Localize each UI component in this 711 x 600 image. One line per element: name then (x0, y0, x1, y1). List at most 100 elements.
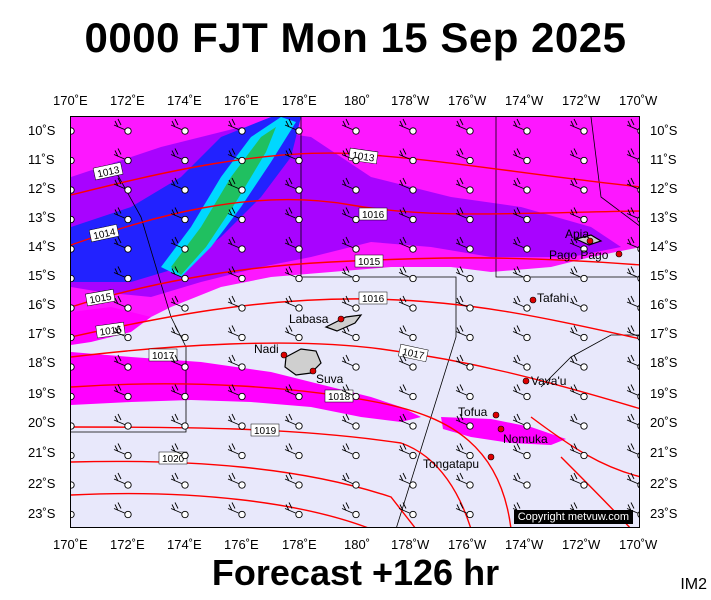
wind-barb (512, 354, 531, 371)
wind-barb (71, 481, 75, 489)
isobar-line (71, 342, 639, 410)
lat-label: 18˚S (650, 355, 678, 370)
wind-barb (398, 472, 417, 489)
lat-label: 10˚S (28, 123, 56, 138)
wind-barb (455, 118, 474, 135)
lon-label: 178˚W (391, 93, 430, 108)
wind-barb (569, 472, 588, 489)
place-markers (280, 237, 623, 461)
wind-barb (398, 384, 417, 401)
wind-barb (455, 325, 474, 342)
lat-label: 16˚S (650, 297, 678, 312)
lon-label: 176˚W (448, 93, 487, 108)
lon-label: 174˚E (167, 537, 202, 552)
wind-barb (626, 472, 639, 489)
wind-barb (512, 207, 531, 224)
lon-label: 174˚W (505, 537, 544, 552)
isobar-label: 1020 (162, 454, 185, 465)
wind-barb (284, 236, 303, 253)
wind-barb (455, 354, 474, 371)
wind-barb (227, 384, 246, 401)
wind-barb (569, 148, 588, 165)
isobar-label: 1017 (401, 347, 425, 362)
wind-barb (284, 413, 303, 430)
lon-label: 172˚E (110, 93, 145, 108)
wind-barb (398, 443, 417, 460)
lon-label: 170˚W (619, 537, 658, 552)
boundary-line (590, 117, 639, 226)
isobar-label: 1016 (362, 294, 385, 305)
lon-label: 172˚W (562, 537, 601, 552)
wind-barb (227, 266, 246, 283)
marker-tongatapu (487, 453, 495, 461)
wind-barb (341, 502, 360, 519)
wind-barb (512, 266, 531, 283)
place-name: Nadi (254, 342, 279, 356)
wind-barb (455, 443, 474, 460)
copyright-badge: Copyright metvuw.com (513, 510, 633, 524)
forecast-label: Forecast +126 hr (211, 552, 500, 593)
lat-label: 11˚S (28, 152, 55, 167)
wind-barb (170, 325, 189, 342)
place-name: Tafahi (537, 291, 569, 305)
wind-barb (398, 148, 417, 165)
wind-barb (341, 295, 360, 312)
wind-barb (113, 502, 132, 519)
lat-label: 12˚S (28, 181, 56, 196)
wind-barb (170, 118, 189, 135)
wind-barb (398, 295, 417, 312)
marker-apia (586, 237, 594, 245)
wind-barb (170, 236, 189, 253)
wind-barb (71, 245, 75, 253)
wind-barb (71, 510, 75, 519)
lat-label: 15˚S (28, 268, 56, 283)
wind-barb (284, 384, 303, 401)
wind-barb (626, 502, 639, 518)
isobar-label: 1016 (99, 324, 123, 338)
lat-label: 18˚S (28, 355, 56, 370)
isobar-label: 1015 (89, 292, 113, 307)
lat-label: 13˚S (650, 210, 678, 225)
wind-barb (227, 413, 246, 430)
wind-barb (113, 266, 132, 283)
wind-barb (455, 148, 474, 165)
lat-label: 15˚S (650, 268, 678, 283)
wind-barb (170, 472, 189, 489)
boundary-line (71, 171, 187, 433)
wind-barb (113, 325, 132, 342)
lon-label: 174˚W (505, 93, 544, 108)
wind-barb (341, 472, 360, 489)
wind-barb (455, 295, 474, 312)
wind-barb (512, 384, 531, 401)
wind-barb (284, 207, 303, 224)
weather-map: 1013 1013 1014 1016 1015 1015 1016 1016 … (70, 116, 640, 528)
wind-barb (569, 266, 588, 283)
wind-barb (341, 384, 360, 401)
wind-barb (170, 148, 189, 165)
isobar-label: 1019 (254, 426, 277, 437)
wind-barb (170, 354, 189, 371)
wind-barb (626, 295, 639, 312)
isobar-label: 1018 (328, 392, 351, 403)
place-name: Vava'u (531, 374, 566, 388)
wind-barb (626, 325, 639, 341)
lon-label: 172˚W (562, 93, 601, 108)
lat-label: 20˚S (28, 415, 56, 430)
wind-barb (569, 177, 588, 194)
marker-labasa (337, 315, 345, 323)
wind-barb (398, 118, 417, 135)
wind-barb (455, 472, 474, 489)
lat-label: 21˚S (28, 445, 56, 460)
wind-barb (71, 156, 75, 165)
wind-barb (626, 177, 639, 194)
wind-barb (71, 392, 75, 401)
wind-barbs (71, 118, 639, 519)
wind-barb (170, 384, 189, 401)
wind-barb (569, 207, 588, 224)
wind-barb (569, 413, 588, 430)
wind-barb (626, 354, 639, 371)
wind-barb (626, 266, 639, 282)
wind-barb (341, 236, 360, 253)
lon-label: 174˚E (167, 93, 202, 108)
wind-barb (284, 443, 303, 460)
